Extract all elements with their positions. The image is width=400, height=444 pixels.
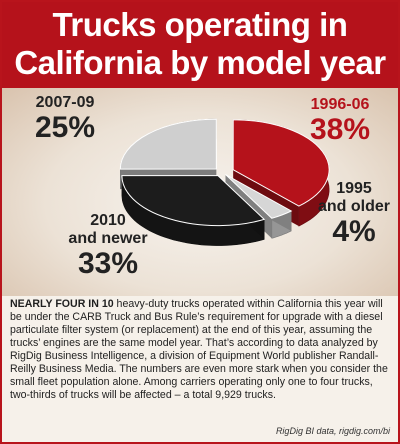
label-2007-09-category: 2007-09	[35, 94, 95, 111]
source-credit: RigDig BI data, rigdig.com/bi	[275, 426, 390, 436]
pie-slice-2010	[121, 175, 266, 246]
label-2010: 2010 and newer 33%	[58, 212, 158, 280]
label-1995-category: 1995	[336, 180, 372, 197]
label-2010-category-line2: and newer	[68, 230, 148, 247]
label-1996-06-category: 1996-06	[310, 96, 370, 113]
body-paragraph: NEARLY FOUR IN 10 heavy-duty trucks oper…	[10, 298, 392, 402]
body-text: heavy-duty trucks operated within Califo…	[10, 298, 388, 401]
label-2010-category: 2010	[90, 212, 126, 229]
body-lead: NEARLY FOUR IN 10	[10, 298, 114, 310]
chart-title-line-2: California by model year	[14, 44, 386, 81]
label-2007-09-percent: 25%	[34, 111, 96, 144]
pie-slice-top	[121, 175, 266, 227]
label-2010-percent: 33%	[77, 247, 139, 280]
label-2007-09: 2007-09 25%	[10, 94, 120, 144]
label-1996-06: 1996-06 38%	[288, 96, 392, 146]
label-1995-percent: 4%	[332, 215, 376, 248]
label-1995-category-line2: and older	[317, 198, 390, 215]
label-1996-06-percent: 38%	[309, 113, 371, 146]
label-1995: 1995 and older 4%	[312, 180, 396, 248]
pie-slice-top	[225, 174, 293, 219]
pie-slice-top	[232, 119, 330, 207]
pie-slice-top	[119, 118, 217, 170]
chart-title-line-1: Trucks operating in	[52, 6, 348, 43]
title-banner: Trucks operating in California by model …	[2, 2, 398, 88]
chart-area: 2007-09 25% 1996-06 38% 1995 and older 4…	[2, 88, 398, 296]
pie-chart	[119, 118, 330, 246]
